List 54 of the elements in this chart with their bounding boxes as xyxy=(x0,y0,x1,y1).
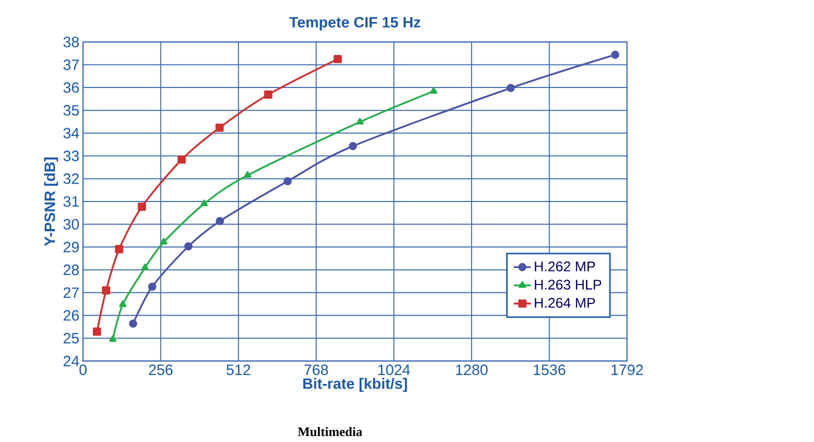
y-tick-label: 37 xyxy=(63,59,79,70)
y-axis-title: Y-PSNR [dB] xyxy=(44,158,58,246)
x-tick-label: 512 xyxy=(226,364,250,376)
point xyxy=(348,142,357,150)
y-tick-label: 35 xyxy=(63,105,79,116)
point xyxy=(115,245,124,254)
y-tick-label: 36 xyxy=(63,82,79,93)
chart-title: Tempete CIF 15 Hz xyxy=(289,16,420,30)
y-tick-label: 25 xyxy=(64,332,79,344)
point xyxy=(216,124,224,132)
point xyxy=(611,50,620,59)
x-tick-label: 1024 xyxy=(378,364,410,376)
point xyxy=(334,54,342,64)
y-tick-label: 31 xyxy=(63,196,79,207)
point xyxy=(119,300,126,307)
point xyxy=(129,320,138,328)
y-tick-label: 27 xyxy=(64,287,79,298)
point xyxy=(244,171,252,178)
x-tick-label: 1792 xyxy=(612,364,643,376)
point xyxy=(216,216,224,226)
point xyxy=(264,90,272,99)
y-tick-label: 38 xyxy=(63,36,79,48)
x-tick-label: 1536 xyxy=(534,364,566,376)
point xyxy=(141,264,149,270)
point xyxy=(109,335,116,342)
point xyxy=(178,155,186,164)
point xyxy=(184,242,192,250)
y-tick-label: 28 xyxy=(64,264,79,276)
point xyxy=(102,286,110,294)
x-tick-label: 768 xyxy=(304,364,328,376)
point xyxy=(148,282,156,291)
y-tick-label: 24 xyxy=(64,356,80,366)
point xyxy=(138,202,146,211)
y-tick-label: 32 xyxy=(63,173,79,184)
y-tick-label: 29 xyxy=(64,242,79,252)
x-tick-label: 1280 xyxy=(456,364,488,376)
point xyxy=(430,87,438,94)
legend-label: H.264 MP xyxy=(534,298,595,308)
y-tick-label: 30 xyxy=(63,218,79,230)
legend-label: H.263 HLP xyxy=(534,280,602,290)
point xyxy=(92,327,102,336)
point xyxy=(284,177,292,186)
point xyxy=(506,84,515,92)
point xyxy=(200,200,208,206)
y-tick-label: 34 xyxy=(63,128,80,138)
x-tick-label: 256 xyxy=(149,364,173,376)
x-axis-title: Bit-rate [kbit/s] xyxy=(303,378,407,392)
y-tick-label: 26 xyxy=(64,310,79,321)
point xyxy=(356,118,364,124)
text: Multimedia xyxy=(298,427,362,436)
x-tick-label: 0 xyxy=(79,364,87,376)
point xyxy=(160,238,168,245)
legend-label: H.262 MP xyxy=(534,262,595,272)
y-tick-label: 33 xyxy=(63,150,79,162)
